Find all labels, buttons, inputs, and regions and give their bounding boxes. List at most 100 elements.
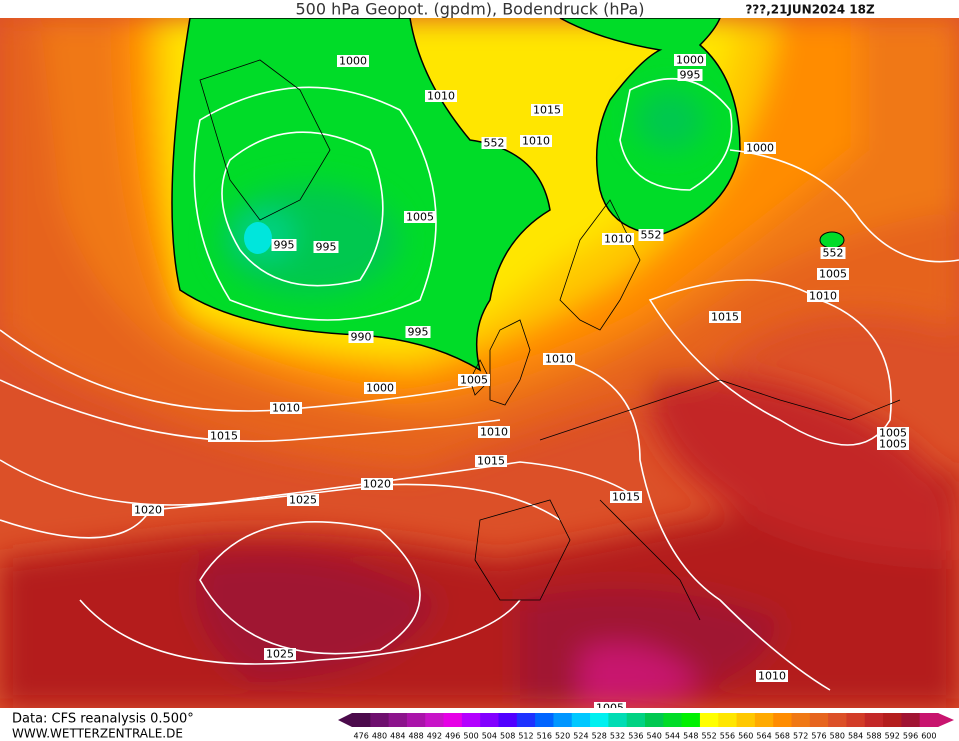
contour-label: 1010 bbox=[604, 233, 632, 246]
legend-swatch bbox=[864, 713, 884, 727]
legend-swatch bbox=[919, 713, 939, 727]
contour-label: 1000 bbox=[676, 54, 704, 67]
label-box bbox=[744, 142, 776, 154]
label-box bbox=[610, 491, 642, 503]
legend-level: 572 bbox=[793, 732, 808, 741]
contour-label: 990 bbox=[351, 331, 372, 344]
legend-swatch bbox=[883, 713, 902, 727]
legend-swatch bbox=[498, 713, 518, 727]
label-box bbox=[817, 268, 849, 280]
legend-level: 556 bbox=[720, 732, 735, 741]
contour-label: 1020 bbox=[363, 478, 391, 491]
contour-label: 995 bbox=[274, 239, 295, 252]
legend-swatch bbox=[425, 713, 445, 727]
legend-swatch bbox=[809, 713, 829, 727]
contour-label: 1010 bbox=[522, 135, 550, 148]
legend-swatch bbox=[626, 713, 646, 727]
legend-swatch bbox=[791, 713, 811, 727]
label-box bbox=[531, 104, 563, 116]
map-field bbox=[0, 18, 959, 708]
legend-level: 504 bbox=[482, 732, 497, 741]
contour-label: 1025 bbox=[266, 648, 294, 661]
legend-level: 560 bbox=[738, 732, 753, 741]
data-source: Data: CFS reanalysis 0.500° bbox=[12, 712, 194, 727]
legend-swatch bbox=[406, 713, 426, 727]
legend-swatch bbox=[590, 713, 609, 727]
contour-label: 1010 bbox=[545, 353, 573, 366]
legend-level: 536 bbox=[628, 732, 643, 741]
contour-label: 1000 bbox=[746, 142, 774, 155]
legend-swatch bbox=[443, 713, 463, 727]
legend-swatch bbox=[535, 713, 554, 727]
site-url: WWW.WETTERZENTRALE.DE bbox=[12, 727, 183, 741]
contour-label: 1000 bbox=[339, 55, 367, 68]
legend-level: 512 bbox=[518, 732, 533, 741]
label-box bbox=[208, 430, 240, 442]
legend-swatch bbox=[681, 713, 701, 727]
map-title: 500 hPa Geopot. (gpdm), Bodendruck (hPa) bbox=[295, 0, 644, 19]
contour-label: 1005 bbox=[819, 268, 847, 281]
legend-level: 524 bbox=[573, 732, 588, 741]
legend-swatch bbox=[736, 713, 756, 727]
legend-level: 532 bbox=[610, 732, 625, 741]
legend-swatch bbox=[608, 713, 628, 727]
contour-label: 1005 bbox=[879, 438, 907, 451]
label-box bbox=[602, 233, 634, 245]
label-box bbox=[820, 247, 846, 259]
contour-label: 995 bbox=[316, 241, 337, 254]
contour-label: 995 bbox=[680, 69, 701, 82]
label-box bbox=[458, 374, 490, 386]
contour-label: 1020 bbox=[134, 504, 162, 517]
label-box bbox=[543, 353, 575, 365]
contour-label: 1025 bbox=[289, 494, 317, 507]
legend-swatch bbox=[699, 713, 719, 727]
legend-level: 484 bbox=[390, 732, 405, 741]
legend-level: 516 bbox=[537, 732, 552, 741]
legend-level: 492 bbox=[427, 732, 442, 741]
label-box bbox=[271, 239, 297, 251]
contour-label: 1015 bbox=[533, 104, 561, 117]
contour-label: 1010 bbox=[809, 290, 837, 303]
contour-label: 1000 bbox=[366, 382, 394, 395]
legend-level: 580 bbox=[830, 732, 845, 741]
legend-swatch bbox=[388, 713, 408, 727]
legend-swatch bbox=[645, 713, 664, 727]
contour-label: 1010 bbox=[758, 670, 786, 683]
label-box bbox=[475, 455, 507, 467]
legend-level: 576 bbox=[811, 732, 826, 741]
label-box bbox=[425, 90, 457, 102]
label-box bbox=[807, 290, 839, 302]
legend-level: 548 bbox=[683, 732, 698, 741]
legend-level: 600 bbox=[921, 732, 936, 741]
legend-swatch bbox=[553, 713, 573, 727]
label-box bbox=[364, 382, 396, 394]
legend-level: 584 bbox=[848, 732, 863, 741]
legend-level: 596 bbox=[903, 732, 918, 741]
contour-label: 1010 bbox=[272, 402, 300, 415]
contour-label: 552 bbox=[484, 137, 505, 150]
label-box bbox=[287, 494, 319, 506]
color-legend: 476 480 484 488 492 496 500 504 508 512 516 520 524 5… bbox=[338, 713, 954, 741]
legend-level: 520 bbox=[555, 732, 570, 741]
label-box bbox=[756, 670, 788, 682]
legend-level: 488 bbox=[408, 732, 423, 741]
label-box bbox=[677, 69, 703, 81]
legend-swatch bbox=[370, 713, 390, 727]
legend-level: 544 bbox=[665, 732, 680, 741]
legend-level: 552 bbox=[701, 732, 716, 741]
label-box bbox=[270, 402, 302, 414]
run-time: ???,21JUN2024 18Z bbox=[745, 3, 875, 17]
label-box bbox=[361, 478, 393, 490]
label-box bbox=[337, 55, 369, 67]
legend-swatch bbox=[516, 713, 536, 727]
legend-level: 496 bbox=[445, 732, 460, 741]
contour-label: 1010 bbox=[427, 90, 455, 103]
legend-level: 540 bbox=[647, 732, 662, 741]
contour-label: 1015 bbox=[477, 455, 505, 468]
label-box bbox=[348, 331, 374, 343]
contour-label: 552 bbox=[823, 247, 844, 260]
contour-label: 1015 bbox=[210, 430, 238, 443]
label-box bbox=[520, 135, 552, 147]
legend-swatch bbox=[754, 713, 774, 727]
